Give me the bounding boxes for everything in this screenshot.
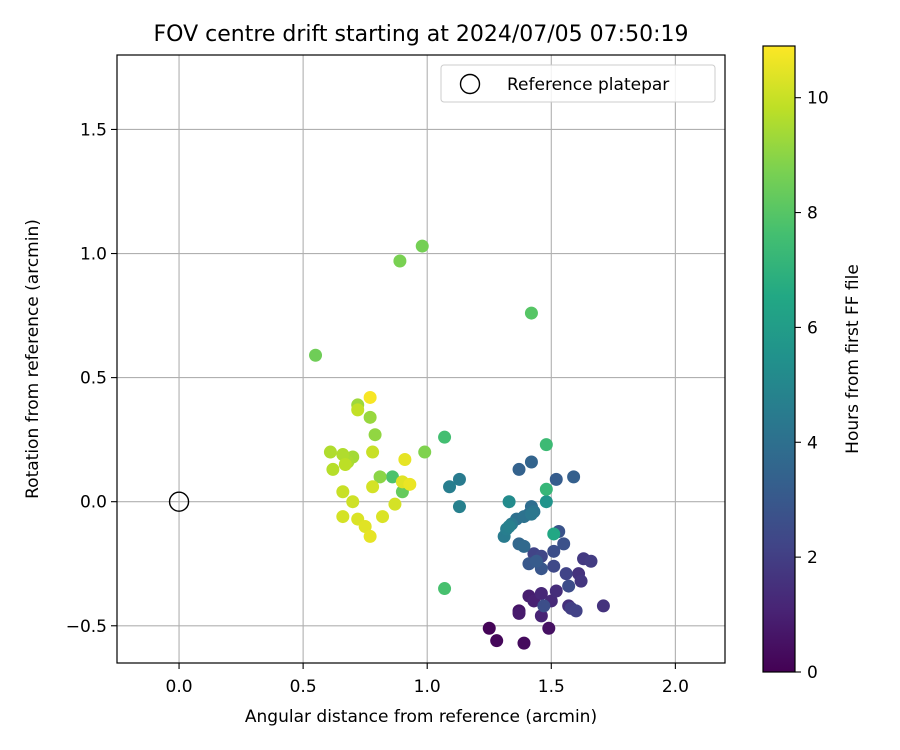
- scatter-point: [512, 606, 526, 620]
- scatter-point: [452, 472, 466, 486]
- reference-marker-group: [168, 491, 190, 512]
- scatter-point: [346, 495, 360, 509]
- scatter-point: [403, 477, 417, 491]
- x-axis-label: Angular distance from reference (arcmin): [245, 707, 597, 727]
- scatter-point: [438, 430, 452, 444]
- colorbar-tick-label: 2: [807, 548, 818, 568]
- legend-marker-icon: [459, 73, 481, 95]
- scatter-point: [537, 599, 551, 613]
- scatter-point: [596, 599, 610, 613]
- scatter-point: [482, 621, 496, 635]
- scatter-point: [549, 584, 563, 598]
- colorbar-label: Hours from first FF file: [843, 264, 863, 454]
- x-tick-label: 1.0: [414, 677, 441, 697]
- scatter-point: [539, 438, 553, 452]
- scatter-point: [502, 495, 516, 509]
- scatter-point: [534, 609, 548, 623]
- plot-frame: [116, 54, 726, 664]
- scatter-points: [309, 239, 610, 650]
- scatter-point: [336, 448, 350, 462]
- scatter-point: [418, 445, 432, 459]
- y-tick-label: 0.5: [80, 369, 107, 389]
- scatter-point: [547, 559, 561, 573]
- scatter-point: [376, 510, 390, 524]
- y-tick-label: −0.5: [66, 617, 107, 637]
- scatter-point: [584, 554, 598, 568]
- scatter-point: [517, 636, 531, 650]
- colorbar-tick-label: 8: [807, 204, 818, 224]
- grid-lines: [117, 55, 725, 663]
- scatter-point: [363, 390, 377, 404]
- y-tick-label: 1.0: [80, 245, 107, 265]
- scatter-point: [559, 567, 573, 581]
- scatter-point: [351, 403, 365, 417]
- scatter-point: [415, 239, 429, 253]
- scatter-point: [512, 462, 526, 476]
- x-tick-label: 0.5: [290, 677, 317, 697]
- x-tick-label: 2.0: [662, 677, 689, 697]
- y-tick-label: 1.5: [80, 120, 107, 140]
- scatter-point: [529, 554, 543, 568]
- scatter-point: [385, 470, 399, 484]
- scatter-point: [567, 470, 581, 484]
- legend-entry-reference: Reference platepar: [507, 75, 669, 95]
- x-axis-ticks: 0.0 0.5 1.0 1.5 2.0: [166, 663, 689, 697]
- scatter-point: [517, 539, 531, 553]
- reference-platepar-marker: [168, 491, 190, 512]
- scatter-point: [438, 582, 452, 596]
- scatter-point: [569, 604, 583, 618]
- colorbar-tick-label: 0: [807, 663, 818, 683]
- legend-box: [440, 64, 716, 103]
- scatter-point: [336, 485, 350, 499]
- chart-title: FOV centre drift starting at 2024/07/05 …: [154, 22, 689, 47]
- y-tick-label: 0.0: [80, 493, 107, 513]
- colorbar: 0 2 4 6 8 10 Hours from first FF file: [762, 45, 863, 683]
- scatter-point: [490, 634, 504, 648]
- scatter-point: [358, 520, 372, 534]
- scatter-point: [366, 480, 380, 494]
- y-axis-ticks: −0.5 0.0 0.5 1.0 1.5: [66, 120, 117, 637]
- x-tick-label: 0.0: [166, 677, 193, 697]
- colorbar-gradient: [762, 45, 796, 673]
- scatter-point: [326, 462, 340, 476]
- scatter-point: [557, 537, 571, 551]
- scatter-point: [534, 587, 548, 601]
- scatter-point: [373, 470, 387, 484]
- scatter-point: [549, 472, 563, 486]
- scatter-point: [443, 480, 457, 494]
- scatter-point: [323, 445, 337, 459]
- colorbar-ticks: 0 2 4 6 8 10: [795, 89, 829, 683]
- scatter-point: [562, 579, 576, 593]
- scatter-point: [542, 621, 556, 635]
- scatter-point: [452, 500, 466, 514]
- scatter-point: [338, 457, 352, 471]
- scatter-point: [547, 527, 561, 541]
- scatter-point: [388, 497, 402, 511]
- scatter-point: [336, 510, 350, 524]
- scatter-point: [363, 410, 377, 424]
- y-axis-label: Rotation from reference (arcmin): [23, 219, 43, 499]
- scatter-point: [398, 453, 412, 467]
- scatter-point: [539, 495, 553, 509]
- scatter-point: [393, 254, 407, 268]
- scatter-point: [502, 520, 516, 534]
- scatter-point: [547, 544, 561, 558]
- colorbar-tick-label: 6: [807, 318, 818, 338]
- scatter-point: [368, 428, 382, 442]
- scatter-point: [363, 529, 377, 543]
- scatter-point: [524, 507, 538, 521]
- scatter-point: [574, 574, 588, 588]
- scatter-point: [524, 455, 538, 469]
- scatter-point: [524, 306, 538, 320]
- colorbar-tick-label: 4: [807, 433, 818, 453]
- x-tick-label: 1.5: [538, 677, 565, 697]
- colorbar-tick-label: 10: [807, 89, 829, 109]
- scatter-point: [539, 482, 553, 496]
- legend: Reference platepar: [440, 64, 716, 103]
- scatter-point: [309, 348, 323, 362]
- scatter-point: [366, 445, 380, 459]
